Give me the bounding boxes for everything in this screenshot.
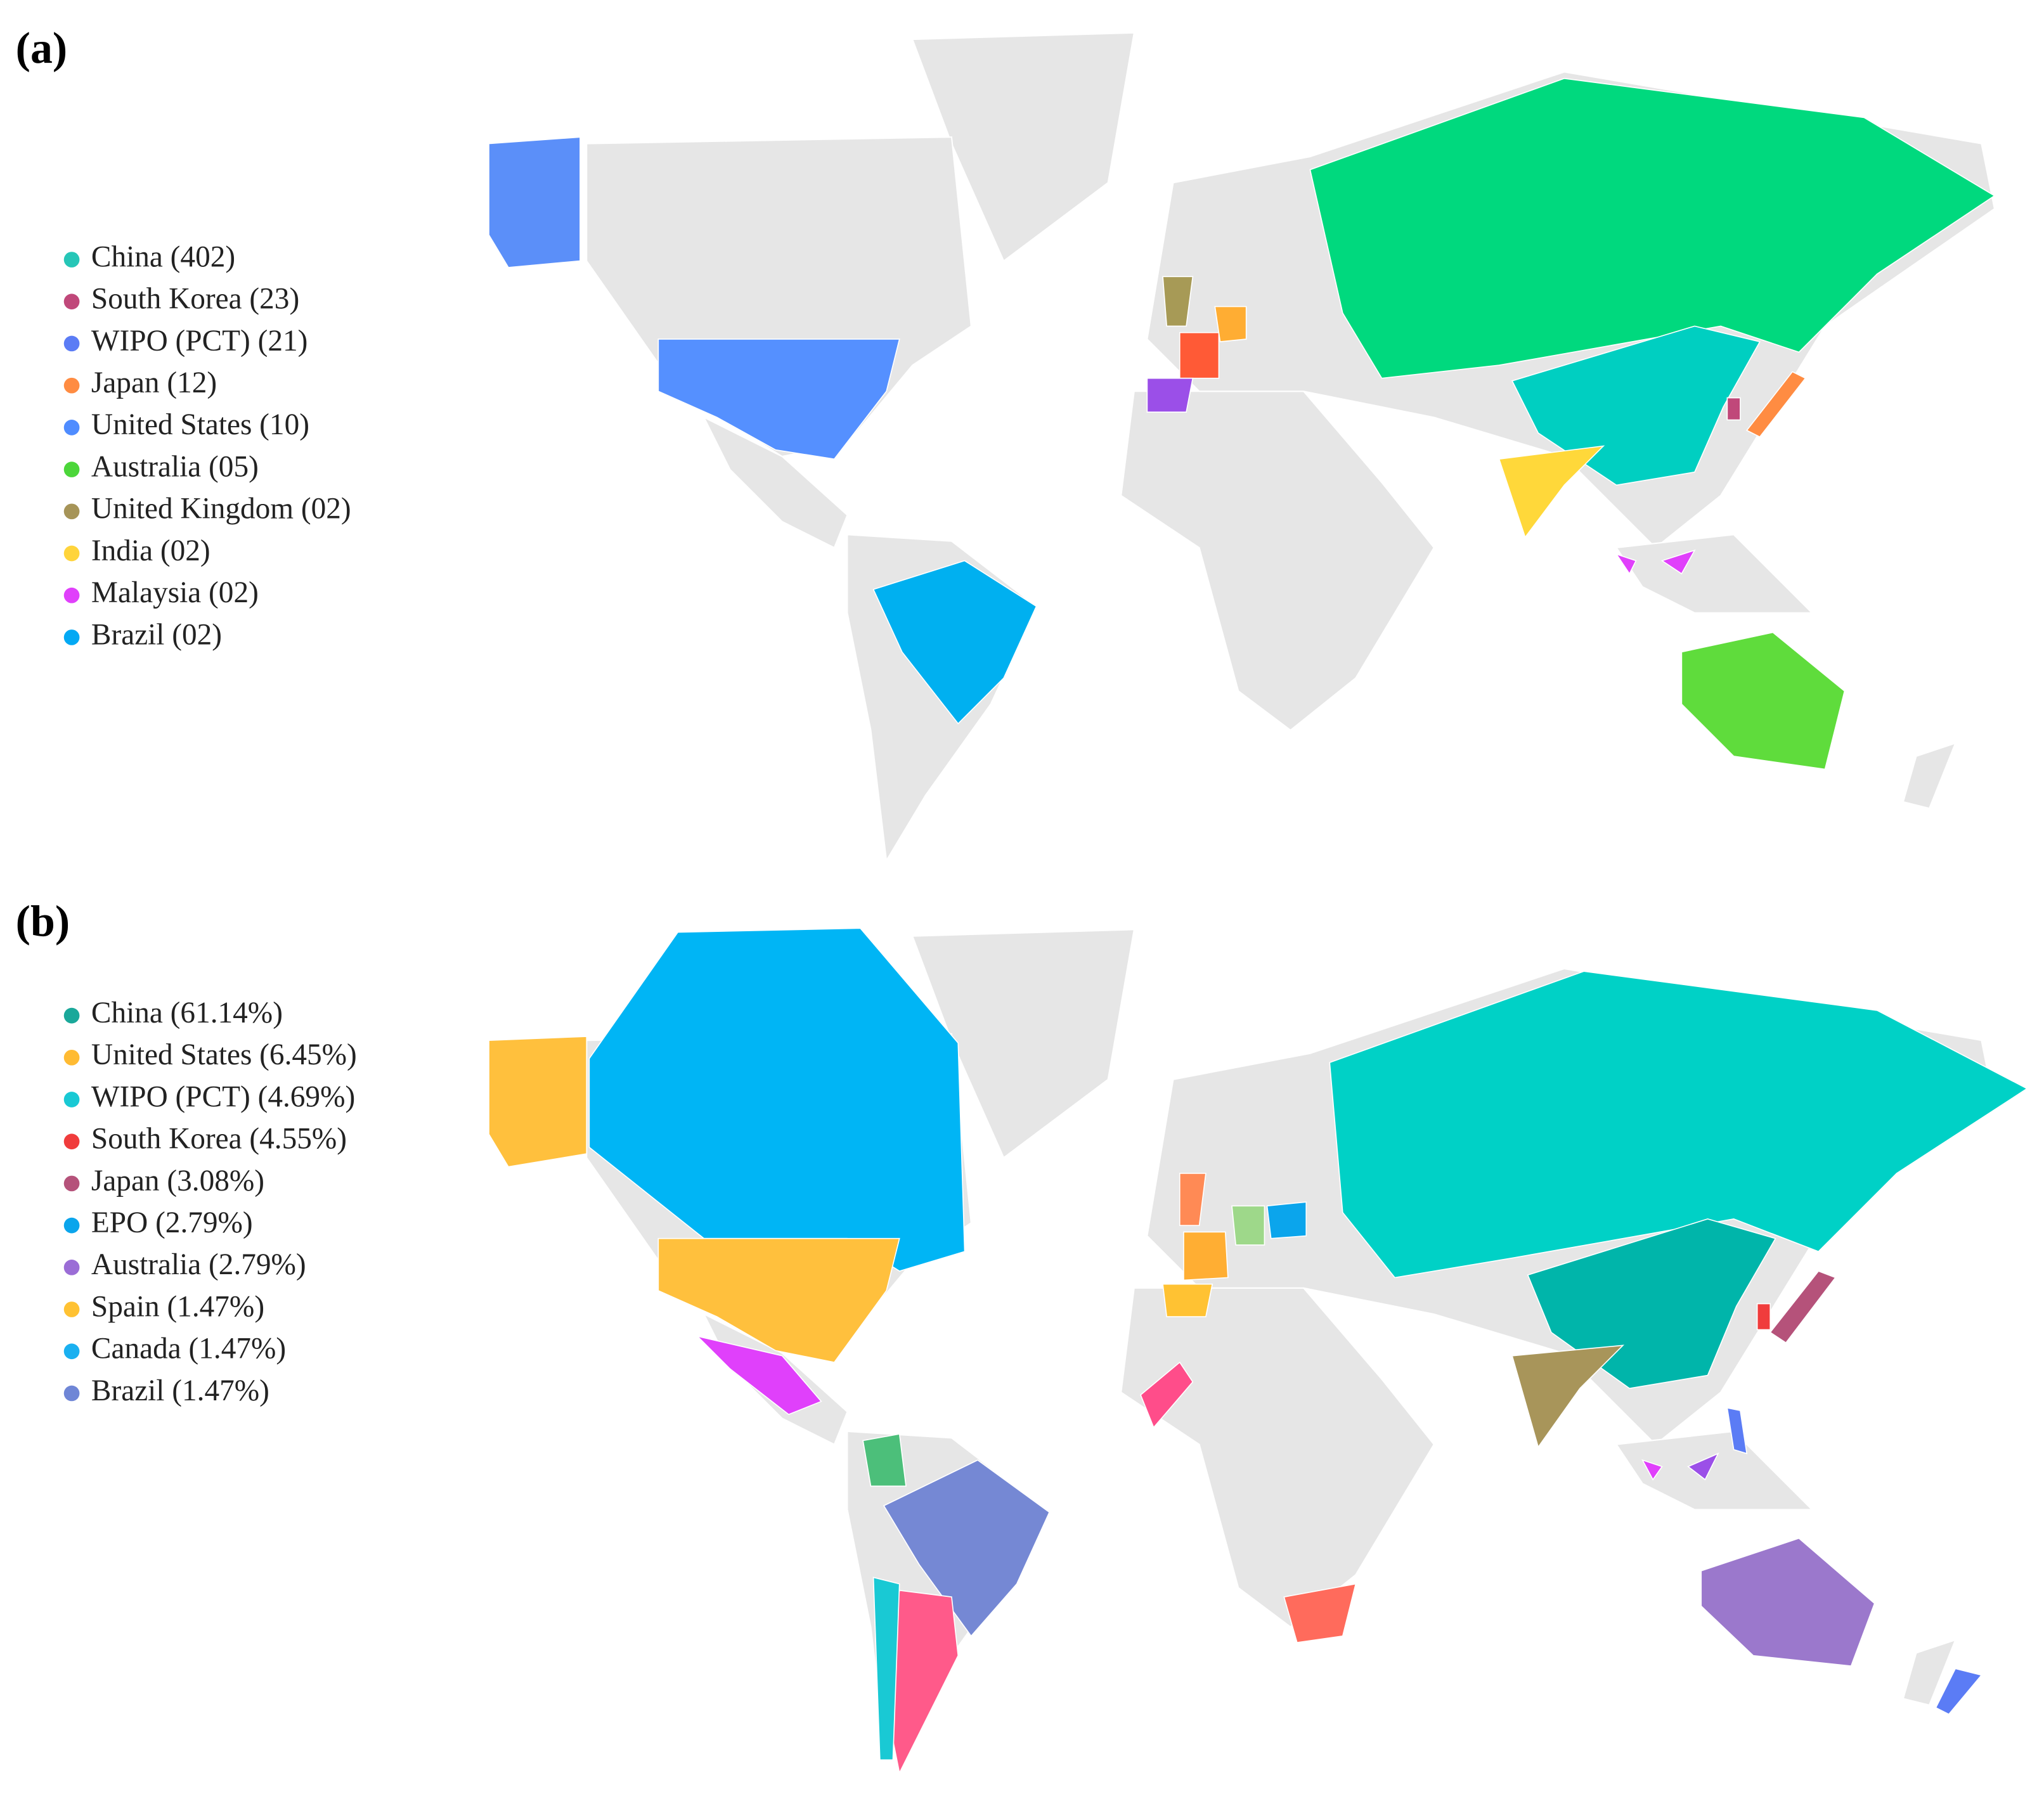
legend-label: Spain (1.47%) [91,1290,264,1323]
legend-label: United States (6.45%) [91,1038,357,1071]
spain [1146,377,1194,413]
china [1527,1218,1776,1390]
legend-label: EPO (2.79%) [91,1206,253,1239]
usa [657,1237,900,1363]
legend-marker [63,1260,80,1275]
legend-marker [63,1175,80,1192]
germany [1214,306,1247,342]
south-africa [1283,1583,1357,1644]
legend-marker [63,587,80,603]
russia [1309,77,1996,379]
spain [1162,1283,1213,1317]
poland [1266,1201,1307,1239]
alaska [488,1036,588,1168]
south-korea [1726,397,1741,421]
usa [657,339,900,460]
legend-label: Australia (2.79%) [91,1248,306,1281]
legend-marker [63,503,80,520]
legend-label: Malaysia (02) [91,576,259,609]
legend-label: South Korea (4.55%) [91,1123,347,1156]
japan [1769,1270,1837,1344]
china [1511,325,1761,486]
legend-label: Brazil (1.47%) [91,1374,269,1407]
legend-marker [63,377,80,394]
legend-marker [63,1343,80,1360]
malaysia [1615,553,1637,575]
legend-marker [63,545,80,562]
highlighted-countries [488,927,2028,1775]
legend-label: Brazil (02) [91,618,222,651]
uk [1179,1173,1206,1226]
legend-marker [63,1385,80,1402]
philippines [1726,1407,1748,1455]
australia [1681,631,1846,770]
panel-a: (a) [16,24,1996,862]
legend-marker [63,1301,80,1317]
panel-label: (a) [16,24,67,73]
malaysia [1641,1459,1663,1481]
legend-label: Australia (05) [91,450,259,483]
chile [872,1577,900,1760]
morocco [1140,1361,1194,1429]
india [1511,1345,1625,1449]
highlighted-countries [488,77,1996,770]
legend-marker [63,335,80,352]
brazil [883,1459,1051,1637]
legend-label: WIPO (PCT) (4.69%) [91,1080,355,1113]
malaysia-east [1660,549,1696,575]
uk [1162,276,1194,327]
legend-label: South Korea (23) [91,283,299,316]
australia [1700,1537,1875,1667]
legend-label: China (61.14%) [91,997,283,1029]
germany [1231,1205,1265,1246]
legend-marker [63,1133,80,1150]
brazil [872,560,1037,725]
canada [588,927,966,1272]
legend-marker [63,294,80,310]
alaska [488,136,581,268]
malaysia-east [1687,1452,1719,1481]
legend-label: Japan (12) [91,366,217,399]
legend-marker [63,461,80,477]
legend-label: United Kingdom (02) [91,493,351,526]
new-zealand [1935,1668,1983,1715]
legend-label: India (02) [91,534,210,567]
legend-marker [63,1007,80,1024]
colombia [862,1433,907,1487]
legend-label: China (402) [91,240,235,273]
legend-marker [63,1217,80,1234]
legend-label: Canada (1.47%) [91,1333,286,1365]
legend-label: Japan (3.08%) [91,1165,264,1197]
panel-label: (b) [16,898,70,946]
legend-marker [63,1049,80,1066]
legend-marker [63,420,80,436]
mexico [695,1335,822,1416]
panel-b: (b) [16,898,2028,1775]
legend-label: WIPO (PCT) (21) [91,325,307,358]
japan [1745,371,1806,438]
legend-marker [63,252,80,268]
legend-label: United States (10) [91,408,309,441]
russia [1329,971,2028,1279]
legend-marker [63,629,80,645]
france [1183,1231,1229,1281]
south-korea [1756,1303,1771,1331]
india [1498,445,1605,539]
france [1179,332,1220,379]
legend-marker [63,1092,80,1107]
